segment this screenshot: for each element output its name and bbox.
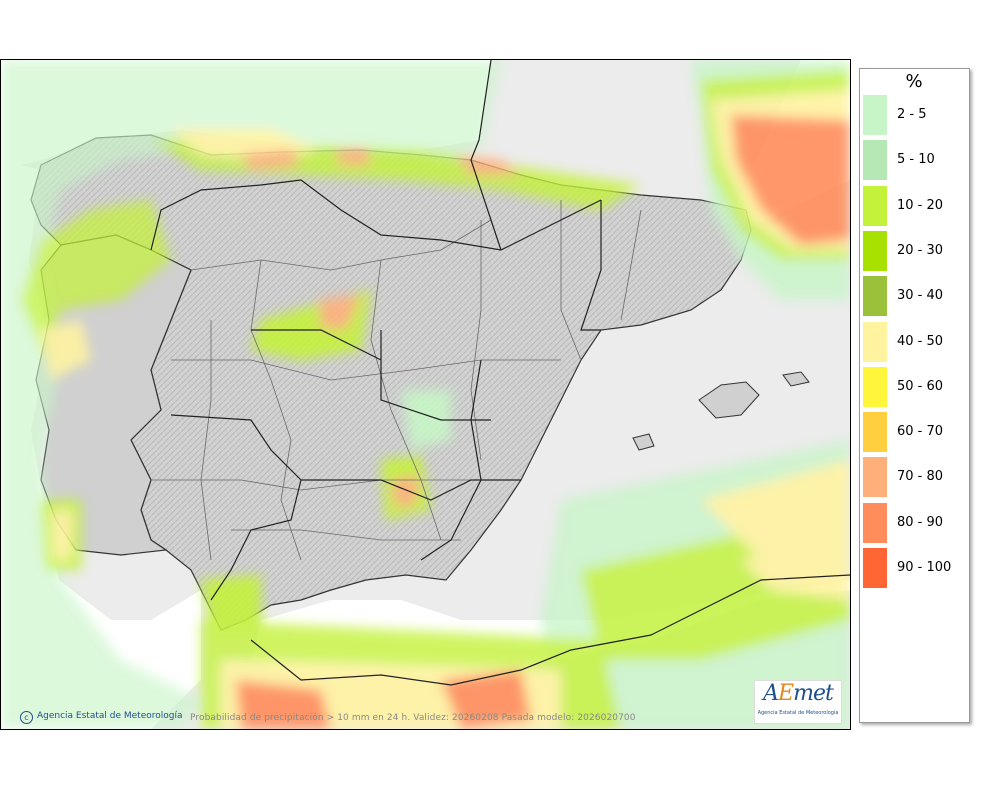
island-menorca (782, 371, 810, 387)
legend-label: 70 - 80 (897, 469, 944, 485)
legend-item: 70 - 80 (863, 457, 968, 498)
island-mallorca (698, 381, 760, 419)
legend-title: % (905, 71, 923, 92)
credit-text: Agencia Estatal de Meteorología (37, 711, 183, 721)
logo-letter-a: A (763, 681, 779, 706)
forecast-map (0, 59, 851, 730)
region-boundaries (150, 159, 602, 601)
legend-swatch (863, 412, 887, 453)
legend: % 2 - 5 5 - 10 10 - 20 20 - 30 30 - 40 40 - 5… (859, 68, 970, 723)
province-boundaries (151, 200, 642, 561)
legend-label: 90 - 100 (897, 560, 952, 575)
legend-item: 2 - 5 (863, 95, 968, 135)
legend-swatch (863, 95, 887, 135)
legend-label: 2 - 5 (897, 107, 927, 122)
legend-swatch (863, 140, 887, 181)
coast-africa (250, 574, 850, 686)
aemet-logo: AEmet Agencia Estatal de Meteorología (754, 680, 842, 724)
legend-item: 30 - 40 (863, 276, 968, 317)
legend-label: 60 - 70 (897, 424, 944, 440)
legend-item: 60 - 70 (863, 412, 968, 453)
legend-swatch (863, 321, 887, 362)
copyright-icon: c (20, 711, 33, 724)
legend-label: 80 - 90 (897, 514, 944, 530)
logo-subtitle: Agencia Estatal de Meteorología (757, 710, 839, 716)
legend-item: 50 - 60 (863, 366, 968, 407)
border-pyrenees (470, 60, 492, 161)
legend-item: 90 - 100 (863, 548, 968, 588)
logo-mark: AEmet (755, 681, 841, 706)
probability-field (1, 60, 850, 729)
legend-swatch (863, 276, 887, 317)
map-credit: c Agencia Estatal de Meteorología (20, 711, 183, 724)
legend-item: 10 - 20 (863, 185, 968, 226)
island-ibiza (632, 433, 655, 451)
legend-item: 5 - 10 (863, 140, 968, 181)
logo-letter-e: E (778, 681, 794, 706)
legend-label: 10 - 20 (897, 197, 944, 213)
legend-item: 80 - 90 (863, 502, 968, 543)
logo-letters-met: met (793, 681, 834, 706)
map-caption: Probabilidad de precipitación > 10 mm en… (190, 713, 636, 723)
legend-swatch (863, 502, 887, 543)
legend-label: 20 - 30 (897, 242, 944, 258)
legend-label: 30 - 40 (897, 288, 944, 304)
legend-swatch (863, 230, 887, 271)
legend-swatch (863, 457, 887, 498)
map-canvas (1, 60, 850, 729)
legend-label: 5 - 10 (897, 152, 935, 168)
legend-item: 20 - 30 (863, 230, 968, 271)
legend-swatch (863, 366, 887, 407)
legend-label: 40 - 50 (897, 333, 944, 349)
legend-swatch (863, 185, 887, 226)
legend-label: 50 - 60 (897, 378, 944, 394)
legend-item: 40 - 50 (863, 321, 968, 362)
legend-swatch (863, 548, 887, 588)
